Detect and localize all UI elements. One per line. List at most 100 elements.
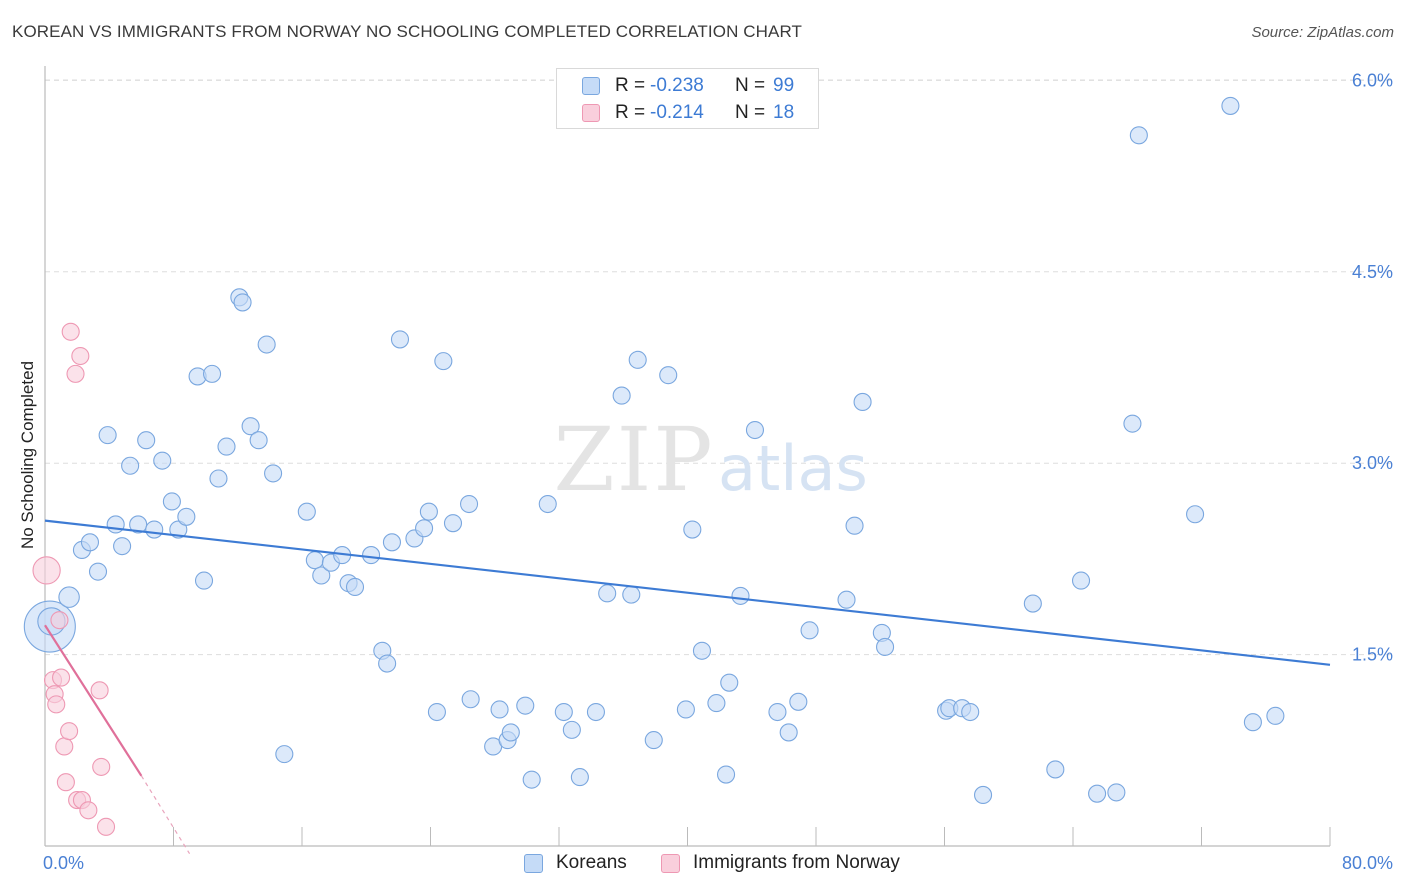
n-value: 18	[773, 102, 795, 123]
stats-box: R = -0.238 N = 99 R = -0.214 N = 18	[556, 68, 819, 129]
korean-point	[80, 533, 100, 552]
korean-point	[121, 456, 140, 475]
norway-point	[52, 668, 71, 687]
legend-label: Immigrants from Norway	[693, 852, 900, 873]
korean-point	[137, 431, 156, 450]
korean-point	[562, 720, 581, 739]
source-credit: Source: ZipAtlas.com	[1251, 24, 1394, 41]
korean-point	[1186, 505, 1205, 524]
korean-point	[586, 702, 605, 722]
r-label: R =	[615, 75, 646, 96]
watermark-zip: ZIP	[553, 408, 714, 511]
korean-point	[837, 590, 856, 609]
korean-point	[177, 507, 196, 526]
korean-point	[1129, 126, 1148, 145]
korean-point	[443, 514, 463, 533]
korean-point	[538, 494, 557, 514]
koreans-legend-swatch	[524, 854, 543, 873]
korean-point	[461, 690, 480, 709]
norway-point	[60, 722, 79, 741]
korean-point	[961, 702, 980, 722]
norway-trend-line	[44, 624, 143, 777]
korean-point	[297, 502, 316, 521]
norway-point	[47, 695, 66, 714]
korean-point	[800, 621, 819, 640]
korean-point	[612, 386, 631, 405]
korean-point	[1046, 760, 1065, 779]
korean-point	[692, 641, 712, 660]
n-label: N =	[735, 75, 766, 96]
r-label: R =	[615, 102, 646, 123]
korean-point	[305, 551, 324, 570]
korean-point	[382, 533, 402, 552]
norway-point	[96, 817, 116, 836]
korean-point	[501, 723, 520, 742]
norway-legend-swatch	[661, 854, 680, 873]
y-tick-label: 6.0%	[1352, 70, 1393, 90]
korean-point	[113, 537, 132, 556]
koreans-swatch	[582, 77, 600, 95]
korean-point	[264, 464, 283, 483]
korean-point	[1266, 706, 1285, 725]
norway-point	[56, 773, 75, 792]
korean-point	[249, 431, 268, 450]
korean-point	[570, 768, 589, 787]
korean-point	[598, 584, 617, 603]
korean-point	[522, 770, 541, 789]
korean-point	[659, 366, 678, 385]
korean-point	[876, 637, 895, 656]
korean-point	[731, 586, 750, 605]
korean-point	[88, 562, 108, 581]
korean-point	[203, 364, 222, 383]
korean-point	[312, 566, 331, 585]
n-label: N =	[735, 102, 766, 123]
korean-point	[145, 520, 164, 539]
korean-point	[275, 745, 294, 764]
korean-point	[745, 420, 765, 440]
korean-point	[676, 700, 695, 719]
korean-point	[768, 702, 787, 722]
korean-point	[434, 352, 453, 371]
korean-point	[58, 586, 80, 608]
korean-point	[1221, 96, 1240, 115]
norway-trend-extension	[140, 775, 191, 854]
grid-lines	[45, 79, 1392, 656]
norway-point	[32, 556, 61, 585]
korean-point	[716, 765, 736, 784]
series-norway	[32, 322, 116, 836]
korean-point	[153, 451, 172, 470]
korean-point	[789, 692, 808, 711]
y-tick-label: 4.5%	[1352, 262, 1393, 282]
y-tick-label: 1.5%	[1352, 645, 1393, 665]
korean-point	[427, 702, 446, 722]
norway-point	[90, 681, 109, 700]
korean-point	[362, 546, 381, 565]
y-tick-label: 3.0%	[1352, 453, 1393, 473]
korean-point	[644, 731, 663, 750]
korean-point	[209, 469, 228, 488]
korean-point	[1023, 594, 1042, 613]
korean-point	[1243, 713, 1262, 732]
korean-point	[241, 417, 260, 436]
korean-point	[98, 426, 117, 445]
korean-point	[973, 785, 993, 805]
korean-point	[169, 520, 188, 539]
korean-point	[683, 520, 702, 539]
korean-point	[162, 492, 181, 511]
r-value: -0.238	[650, 75, 704, 96]
korean-point	[194, 571, 214, 590]
norway-point	[55, 737, 74, 756]
watermark-atlas: atlas	[718, 432, 868, 505]
r-value: -0.214	[650, 102, 704, 123]
chart-title: KOREAN VS IMMIGRANTS FROM NORWAY NO SCHO…	[12, 22, 803, 41]
korean-point	[419, 502, 438, 521]
axes	[44, 66, 1331, 847]
korean-point	[845, 516, 864, 535]
korean-point	[1123, 414, 1142, 433]
korean-point	[390, 330, 410, 349]
tick-labels: 1.5% 3.0% 4.5% 6.0% 0.0% 80.0%	[43, 70, 1393, 873]
korean-point	[622, 585, 641, 604]
korean-point	[853, 392, 872, 412]
korean-point	[257, 335, 276, 354]
